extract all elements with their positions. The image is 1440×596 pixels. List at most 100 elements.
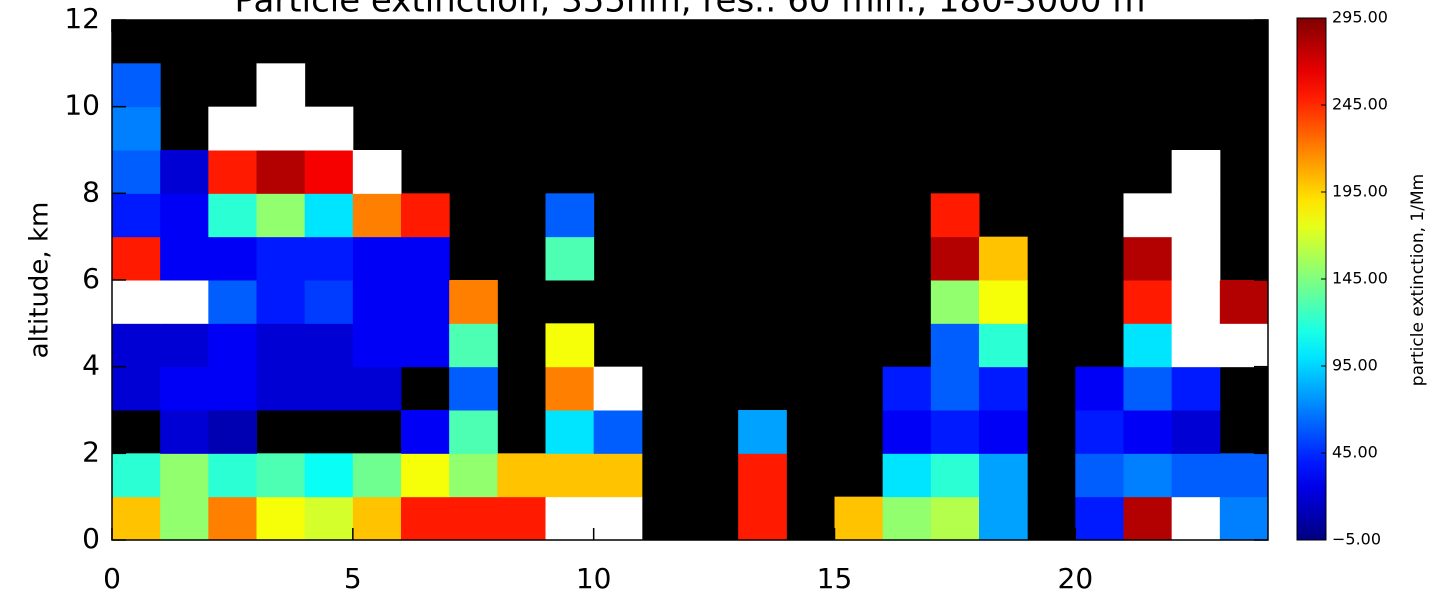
heatmap-cell bbox=[352, 280, 402, 324]
heatmap-cell bbox=[497, 453, 546, 498]
heatmap-cell bbox=[545, 453, 595, 498]
heatmap-cell bbox=[256, 63, 306, 108]
heatmap-cell bbox=[1123, 496, 1173, 541]
heatmap-cell bbox=[208, 496, 257, 541]
heatmap-cell bbox=[304, 366, 354, 411]
heatmap-cell bbox=[208, 236, 257, 281]
heatmap-cell bbox=[1075, 453, 1124, 498]
heatmap-cell bbox=[1123, 410, 1173, 454]
heatmap-cell bbox=[256, 236, 306, 281]
y-tick-label: 2 bbox=[82, 435, 100, 468]
colorbar-tick-label: 245.00 bbox=[1332, 95, 1388, 114]
heatmap-cell bbox=[979, 236, 1028, 281]
heatmap-cell bbox=[352, 323, 402, 368]
heatmap-cell bbox=[593, 366, 643, 411]
colorbar-label: particle extinction, 1/Mm bbox=[1408, 174, 1428, 386]
heatmap-cell bbox=[1123, 280, 1173, 324]
heatmap-cell bbox=[979, 280, 1028, 324]
heatmap-cell bbox=[1075, 410, 1124, 454]
heatmap-cell bbox=[208, 453, 257, 498]
heatmap-cell bbox=[112, 366, 161, 411]
heatmap-cell bbox=[882, 496, 932, 541]
heatmap-cell bbox=[208, 193, 257, 238]
heatmap-cell bbox=[1123, 236, 1173, 281]
heatmap-cell bbox=[352, 193, 402, 238]
heatmap-cell bbox=[449, 323, 498, 368]
y-tick-label: 12 bbox=[64, 2, 100, 35]
heatmap-cell bbox=[1171, 280, 1221, 324]
heatmap-cell bbox=[1123, 453, 1173, 498]
y-tick-label: 0 bbox=[82, 522, 100, 555]
heatmap-cell bbox=[160, 236, 209, 281]
heatmap-cell bbox=[1219, 453, 1269, 498]
heatmap-cell bbox=[112, 106, 161, 151]
heatmap-cell bbox=[930, 323, 980, 368]
heatmap-cell bbox=[256, 280, 306, 324]
heatmap-cell bbox=[1171, 496, 1221, 541]
heatmap-cell bbox=[449, 366, 498, 411]
heatmap-cell bbox=[1219, 280, 1269, 324]
heatmap-cell bbox=[1171, 410, 1221, 454]
heatmap-cell bbox=[160, 150, 209, 194]
heatmap-cell bbox=[256, 323, 306, 368]
heatmap-cell bbox=[1219, 323, 1269, 368]
x-tick-label: 0 bbox=[103, 562, 121, 595]
heatmap-cell bbox=[352, 236, 402, 281]
heatmap-cell bbox=[1171, 323, 1221, 368]
heatmap-cell bbox=[930, 193, 980, 238]
x-tick-label: 10 bbox=[576, 562, 612, 595]
colorbar-tick-label: 145.00 bbox=[1332, 269, 1388, 288]
heatmap-cell bbox=[160, 453, 209, 498]
y-tick-label: 10 bbox=[64, 89, 100, 122]
heatmap-cell bbox=[979, 366, 1028, 411]
heatmap-cell bbox=[112, 236, 161, 281]
heatmap-cell bbox=[979, 496, 1028, 541]
heatmap-cell bbox=[352, 453, 402, 498]
heatmap-cell bbox=[979, 323, 1028, 368]
heatmap-cell bbox=[1171, 453, 1221, 498]
heatmap-cell bbox=[401, 410, 450, 454]
heatmap-cell bbox=[401, 236, 450, 281]
heatmap-cell bbox=[304, 280, 354, 324]
heatmap-cell bbox=[593, 410, 643, 454]
heatmap-cell bbox=[304, 496, 354, 541]
heatmap-cell bbox=[738, 410, 787, 454]
heatmap-cell bbox=[208, 150, 257, 194]
heatmap-cell bbox=[1171, 150, 1221, 194]
heatmap-cell bbox=[979, 453, 1028, 498]
x-tick-label: 5 bbox=[344, 562, 362, 595]
heatmap-cell bbox=[497, 496, 546, 541]
heatmap-cell bbox=[208, 280, 257, 324]
heatmap-cell bbox=[449, 410, 498, 454]
heatmap-cell bbox=[256, 150, 306, 194]
heatmap-cell bbox=[930, 366, 980, 411]
heatmap-cell bbox=[930, 410, 980, 454]
heatmap-cell bbox=[160, 410, 209, 454]
chart-title: Particle extinction, 355nm, res.: 60 min… bbox=[235, 0, 1146, 21]
heatmap-cell bbox=[545, 410, 595, 454]
heatmap-cell bbox=[449, 280, 498, 324]
heatmap-cell bbox=[304, 323, 354, 368]
heatmap-cell bbox=[738, 453, 787, 498]
heatmap-cell bbox=[401, 280, 450, 324]
heatmap-cell bbox=[160, 323, 209, 368]
heatmap-cell bbox=[545, 323, 595, 368]
heatmap-cell bbox=[1075, 496, 1124, 541]
heatmap-cell bbox=[593, 453, 643, 498]
y-tick-label: 8 bbox=[82, 175, 100, 208]
heatmap-cell bbox=[930, 496, 980, 541]
heatmap-cell bbox=[160, 366, 209, 411]
heatmap-cell bbox=[352, 366, 402, 411]
heatmap-cell bbox=[401, 193, 450, 238]
heatmap-cell bbox=[882, 453, 932, 498]
y-axis-label: altitude, km bbox=[25, 202, 55, 359]
heatmap-cell bbox=[256, 366, 306, 411]
heatmap-cell bbox=[112, 193, 161, 238]
heatmap-cell bbox=[256, 453, 306, 498]
colorbar-tick-label: 295.00 bbox=[1332, 8, 1388, 27]
heatmap-cell bbox=[304, 150, 354, 194]
heatmap-cell bbox=[112, 63, 161, 108]
heatmap-cell bbox=[545, 366, 595, 411]
heatmap-cell bbox=[545, 496, 595, 541]
